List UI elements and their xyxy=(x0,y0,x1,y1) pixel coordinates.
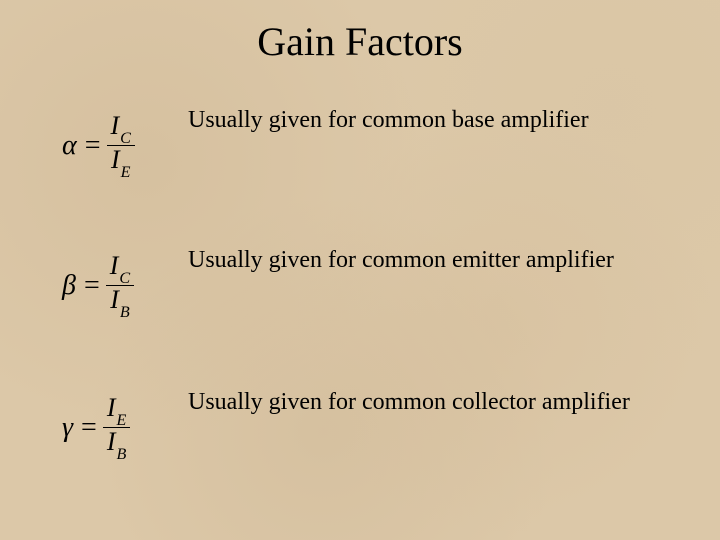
denominator-gamma: IB xyxy=(103,428,131,461)
den-sub: B xyxy=(117,446,127,463)
numerator-alpha: IC xyxy=(107,112,135,146)
den-var: I xyxy=(107,427,116,456)
formula-gamma: γ = IE IB xyxy=(62,394,130,461)
den-sub: B xyxy=(120,304,130,321)
num-var: I xyxy=(111,111,120,140)
desc-alpha: Usually given for common base amplifier xyxy=(188,107,589,134)
greek-alpha: α xyxy=(62,130,77,162)
equals-sign: = xyxy=(84,270,100,302)
equals-sign: = xyxy=(81,412,97,444)
equals-sign: = xyxy=(85,130,101,162)
denominator-beta: IB xyxy=(106,286,134,319)
numerator-gamma: IE xyxy=(103,394,131,428)
formula-alpha: α = IC IE xyxy=(62,112,135,179)
fraction-gamma: IE IB xyxy=(103,394,131,461)
denominator-alpha: IE xyxy=(107,146,135,179)
num-sub: E xyxy=(117,412,127,429)
desc-gamma: Usually given for common collector ampli… xyxy=(188,389,630,416)
num-var: I xyxy=(110,251,119,280)
num-var: I xyxy=(107,393,116,422)
desc-beta: Usually given for common emitter amplifi… xyxy=(188,247,614,274)
fraction-alpha: IC IE xyxy=(107,112,135,179)
num-sub: C xyxy=(120,130,131,147)
greek-gamma: γ xyxy=(62,412,73,444)
den-var: I xyxy=(111,145,120,174)
fraction-beta: IC IB xyxy=(106,252,134,319)
greek-beta: β xyxy=(62,270,76,302)
formula-beta: β = IC IB xyxy=(62,252,134,319)
den-sub: E xyxy=(121,164,131,181)
num-sub: C xyxy=(119,270,130,287)
slide-title: Gain Factors xyxy=(0,18,720,65)
numerator-beta: IC xyxy=(106,252,134,286)
den-var: I xyxy=(110,285,119,314)
